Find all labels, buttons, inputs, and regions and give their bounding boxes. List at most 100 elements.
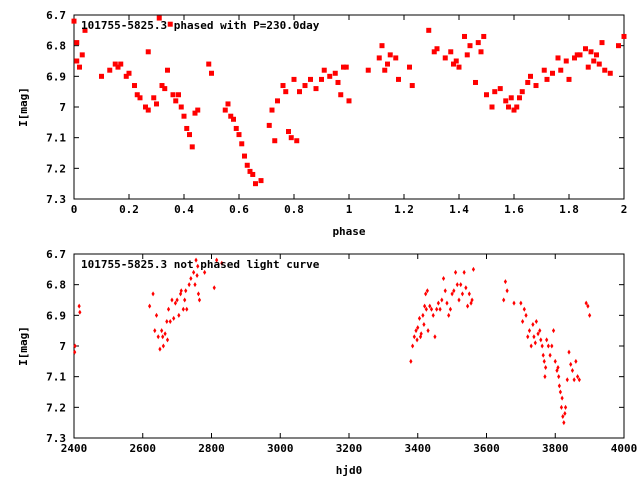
phased-data-point <box>599 40 605 46</box>
phased-data-point <box>492 89 498 95</box>
unphased-data-point <box>165 337 170 343</box>
phased-data-point <box>327 73 333 79</box>
phased-data-point <box>195 107 201 113</box>
unphased-data-point <box>197 297 202 303</box>
unphased-data-point <box>586 303 590 309</box>
unphased-y-axis-label: I[mag] <box>17 326 30 366</box>
phased-data-point <box>525 79 531 85</box>
unphased-data-point <box>561 414 565 420</box>
unphased-data-point <box>424 291 428 297</box>
phased-data-point <box>555 55 561 61</box>
phased-x-tick-label: 0 <box>71 203 78 216</box>
unphased-data-point <box>445 300 449 306</box>
phased-data-point <box>453 58 459 64</box>
unphased-data-point <box>542 358 546 364</box>
phased-chart: 0 0.2 0.4 0.6 0.8 1 1.2 1.4 1.6 1.8 2 6.7 6.8 6.9 7 7.1… <box>17 9 627 238</box>
unphased-data-point <box>567 349 571 355</box>
unphased-data-point <box>172 315 176 321</box>
unphased-data-point <box>460 291 465 297</box>
unphased-data-point <box>160 328 164 334</box>
unphased-data-point <box>179 288 183 294</box>
phased-data-point <box>365 67 371 73</box>
unphased-data-point <box>193 282 197 288</box>
phased-data-point <box>154 101 159 107</box>
phased-data-point <box>178 104 184 110</box>
unphased-x-tick-label: 2600 <box>130 442 157 455</box>
unphased-data-point <box>574 358 578 364</box>
phased-data-point <box>222 107 228 113</box>
unphased-data-point <box>429 306 434 312</box>
phased-data-point <box>244 162 250 168</box>
phased-data-point <box>71 18 77 24</box>
phased-data-point <box>497 86 503 92</box>
phased-data-point <box>192 110 198 116</box>
unphased-data-point <box>538 328 542 334</box>
phased-y-axis-label: I[mag] <box>17 87 30 127</box>
unphased-data-point <box>440 297 444 303</box>
unphased-data-point <box>148 303 152 309</box>
phased-data-point <box>115 64 121 70</box>
phased-data-point <box>379 43 385 49</box>
phased-data-point <box>431 49 437 55</box>
unphased-data-point <box>423 303 427 309</box>
unphased-data-point <box>173 300 178 306</box>
phased-data-point <box>167 21 173 27</box>
phased-data-point <box>313 86 319 92</box>
phased-data-point <box>275 98 280 104</box>
unphased-data-point <box>512 300 516 306</box>
unphased-data-point <box>532 334 536 340</box>
phased-data-point <box>132 83 137 89</box>
unphased-data-point <box>464 285 468 291</box>
unphased-y-tick-label: 6.8 <box>46 279 66 292</box>
phased-data-point <box>484 92 489 98</box>
phased-y-tick-label: 6.8 <box>46 40 66 53</box>
unphased-data-point <box>192 269 196 275</box>
unphased-data-point <box>550 343 554 349</box>
unphased-data-point <box>558 389 563 395</box>
phased-data-point <box>225 101 231 107</box>
phased-data-point <box>442 55 448 61</box>
unphased-data-point <box>151 291 155 297</box>
phased-data-point <box>544 76 550 82</box>
unphased-y-tick-label: 7.2 <box>46 401 66 414</box>
unphased-data-point <box>551 328 556 334</box>
unphased-x-tick-label: 3400 <box>405 442 432 455</box>
phased-data-point <box>473 79 478 85</box>
unphased-data-point <box>563 410 567 416</box>
unphased-data-point <box>78 309 82 315</box>
unphased-data-point <box>220 260 224 266</box>
phased-data-point <box>137 95 143 101</box>
phased-data-point <box>519 89 525 95</box>
phased-data-point <box>233 125 239 131</box>
unphased-data-point <box>156 334 160 340</box>
unphased-data-point <box>414 328 418 334</box>
phased-data-point <box>335 79 341 85</box>
phased-data-point <box>588 49 594 55</box>
unphased-data-point <box>565 377 569 383</box>
unphased-data-point <box>425 288 429 294</box>
unphased-data-point <box>443 288 447 294</box>
unphased-data-point <box>415 337 419 343</box>
phased-x-tick-label: 0.6 <box>229 203 249 216</box>
unphased-data-point <box>441 276 446 282</box>
phased-data-point <box>159 83 165 89</box>
phased-data-point <box>184 125 190 131</box>
phased-data-point <box>319 76 324 82</box>
unphased-data-point <box>503 279 508 285</box>
phased-x-tick-label: 1.2 <box>394 203 414 216</box>
unphased-data-point <box>185 306 189 312</box>
phased-data-point <box>77 64 82 70</box>
unphased-data-point <box>559 404 564 410</box>
phased-data-point <box>156 15 162 21</box>
unphased-data-point <box>467 291 471 297</box>
unphased-data-point <box>524 312 528 318</box>
unphased-data-point <box>412 334 416 340</box>
unphased-data-point <box>465 303 470 309</box>
unphased-data-point <box>540 343 544 349</box>
unphased-data-point <box>424 306 428 312</box>
unphased-data-point <box>426 328 430 334</box>
phased-data-point <box>302 83 308 89</box>
unphased-data-point <box>73 349 77 355</box>
unphased-data-point <box>212 285 216 291</box>
